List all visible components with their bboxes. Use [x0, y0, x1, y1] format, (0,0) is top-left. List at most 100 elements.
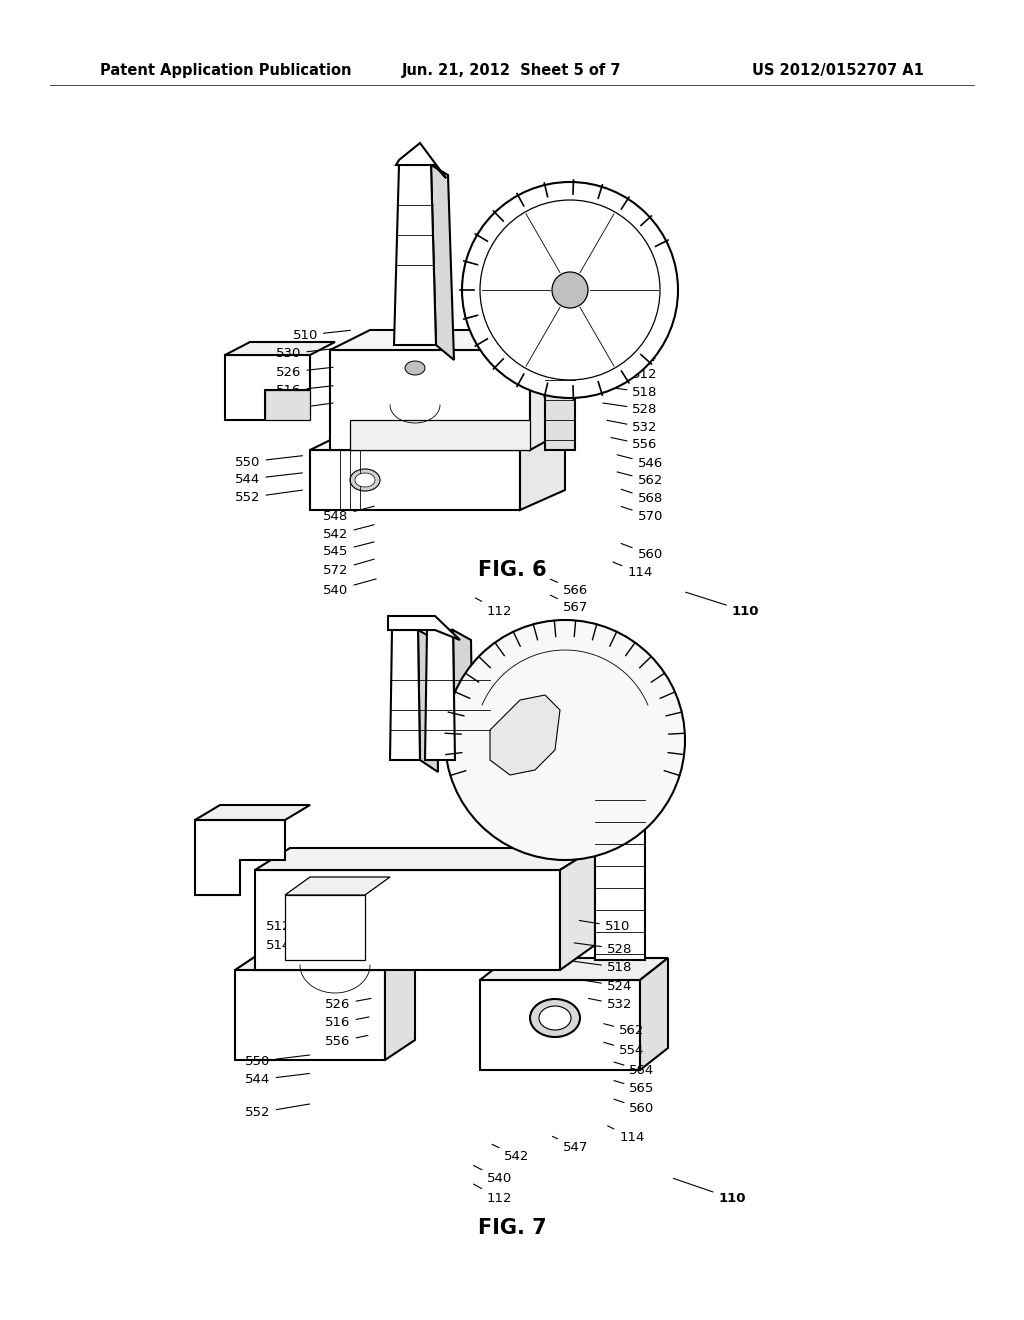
- Polygon shape: [285, 876, 390, 895]
- Ellipse shape: [355, 473, 375, 487]
- Polygon shape: [195, 820, 285, 895]
- Polygon shape: [560, 847, 595, 970]
- Ellipse shape: [539, 1006, 571, 1030]
- Polygon shape: [234, 950, 415, 970]
- Polygon shape: [255, 847, 595, 870]
- Text: 514: 514: [266, 937, 309, 952]
- Text: 567: 567: [550, 595, 588, 614]
- Polygon shape: [640, 958, 668, 1071]
- Text: 554: 554: [604, 1043, 644, 1057]
- Text: 514: 514: [587, 351, 657, 364]
- Text: 512: 512: [591, 368, 657, 381]
- Text: 510: 510: [580, 920, 630, 933]
- Polygon shape: [490, 696, 560, 775]
- Polygon shape: [545, 350, 575, 450]
- Polygon shape: [425, 630, 455, 760]
- Text: 570: 570: [622, 507, 663, 523]
- Circle shape: [445, 620, 685, 861]
- Polygon shape: [225, 355, 310, 420]
- Text: 556: 556: [326, 1035, 368, 1048]
- Text: 532: 532: [589, 998, 632, 1011]
- Text: 546: 546: [617, 455, 663, 470]
- Text: 530: 530: [276, 347, 333, 360]
- Text: 560: 560: [614, 1100, 654, 1115]
- Polygon shape: [255, 870, 560, 970]
- Text: 532: 532: [607, 420, 657, 434]
- Text: 516: 516: [276, 384, 333, 397]
- Text: FIG. 7: FIG. 7: [477, 1218, 547, 1238]
- Text: 512: 512: [266, 919, 314, 933]
- Ellipse shape: [530, 999, 580, 1038]
- Polygon shape: [310, 428, 565, 450]
- Polygon shape: [234, 970, 385, 1060]
- Text: 524: 524: [582, 979, 632, 993]
- Polygon shape: [530, 330, 570, 450]
- Text: 526: 526: [326, 998, 371, 1011]
- Ellipse shape: [406, 360, 425, 375]
- Text: 547: 547: [552, 1137, 588, 1154]
- Ellipse shape: [350, 469, 380, 491]
- Polygon shape: [595, 780, 645, 960]
- Text: 112: 112: [475, 598, 512, 618]
- Text: Patent Application Publication: Patent Application Publication: [100, 62, 351, 78]
- Text: 565: 565: [614, 1081, 654, 1096]
- Text: 556: 556: [611, 437, 657, 451]
- Text: 562: 562: [617, 473, 663, 487]
- Polygon shape: [418, 630, 438, 772]
- Text: 542: 542: [324, 525, 374, 541]
- Polygon shape: [390, 630, 420, 760]
- Text: 560: 560: [622, 544, 663, 561]
- Text: 552: 552: [246, 1104, 309, 1119]
- Text: 548: 548: [324, 507, 374, 523]
- Polygon shape: [520, 428, 565, 510]
- Text: 114: 114: [607, 1126, 644, 1144]
- Polygon shape: [396, 143, 446, 178]
- Text: 110: 110: [686, 593, 759, 618]
- Text: 510: 510: [293, 329, 350, 342]
- Text: US 2012/0152707 A1: US 2012/0152707 A1: [752, 62, 924, 78]
- Polygon shape: [453, 630, 473, 772]
- Text: 528: 528: [603, 403, 657, 416]
- Polygon shape: [195, 805, 310, 820]
- Polygon shape: [388, 616, 460, 640]
- Polygon shape: [595, 762, 670, 780]
- Polygon shape: [330, 330, 570, 350]
- Text: 545: 545: [324, 543, 374, 558]
- Text: FIG. 6: FIG. 6: [477, 560, 547, 579]
- Polygon shape: [310, 450, 520, 510]
- Text: 550: 550: [246, 1055, 309, 1068]
- Text: 552: 552: [236, 490, 302, 504]
- Text: 112: 112: [473, 1184, 512, 1205]
- Circle shape: [462, 182, 678, 399]
- Polygon shape: [385, 950, 415, 1060]
- Polygon shape: [265, 389, 310, 420]
- Text: 540: 540: [324, 579, 376, 597]
- Polygon shape: [330, 350, 530, 450]
- Text: 544: 544: [236, 473, 302, 486]
- Text: 572: 572: [324, 560, 374, 577]
- Polygon shape: [480, 979, 640, 1071]
- Polygon shape: [285, 895, 365, 960]
- Text: 542: 542: [492, 1144, 529, 1163]
- Polygon shape: [480, 958, 668, 979]
- Circle shape: [480, 201, 660, 380]
- Text: 518: 518: [596, 385, 657, 399]
- Text: 516: 516: [326, 1016, 369, 1030]
- Text: 110: 110: [674, 1179, 745, 1205]
- Text: Jun. 21, 2012  Sheet 5 of 7: Jun. 21, 2012 Sheet 5 of 7: [402, 62, 622, 78]
- Polygon shape: [225, 342, 335, 355]
- Text: 526: 526: [276, 366, 333, 379]
- Text: 564: 564: [614, 1063, 654, 1077]
- Text: 528: 528: [574, 942, 632, 956]
- Text: 568: 568: [622, 490, 663, 506]
- Text: 562: 562: [604, 1024, 644, 1038]
- Text: 114: 114: [613, 562, 652, 579]
- Polygon shape: [350, 420, 530, 450]
- Text: 544: 544: [246, 1073, 309, 1086]
- Circle shape: [552, 272, 588, 308]
- Text: 540: 540: [473, 1166, 512, 1185]
- Text: 524: 524: [276, 403, 333, 416]
- Text: 566: 566: [550, 579, 588, 597]
- Text: 518: 518: [574, 961, 632, 974]
- Polygon shape: [394, 145, 436, 345]
